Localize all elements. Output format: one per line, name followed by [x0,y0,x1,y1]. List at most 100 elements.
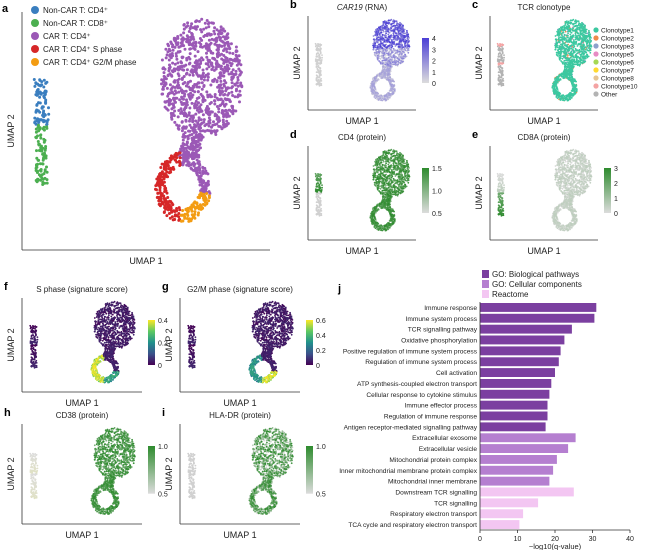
scatter-point [374,42,377,45]
scatter-point [378,33,381,36]
scatter-point [371,78,374,80]
scatter-point [44,145,48,148]
scatter-point [169,88,173,91]
scatter-point [497,83,500,86]
scatter-point [381,59,384,62]
colorbar-tick-label: 2 [432,59,436,66]
scatter-point [184,125,188,129]
scatter-point [213,26,217,30]
scatter-point [565,39,568,41]
scatter-point [200,17,204,21]
scatter-point [195,108,199,112]
scatter-point [496,45,499,48]
scatter-point [39,133,43,137]
scatter-point [589,40,592,43]
scatter-point [206,78,210,82]
scatter-point [581,56,584,59]
scatter-point [233,95,237,99]
scatter-point [394,45,397,47]
scatter-point [565,68,568,70]
scatter-point [387,28,390,30]
scatter-point [318,76,321,79]
scatter-point [395,26,397,29]
scatter-point [389,62,392,64]
scatter-point [40,118,44,122]
scatter-point [398,58,400,61]
scatter-point [501,63,503,65]
scatter-point [173,214,177,218]
scatter-point [396,38,399,41]
scatter-point [379,25,382,28]
scatter-point [235,58,239,61]
scatter-point [186,137,190,141]
scatter-point [219,97,223,101]
scatter-point [404,45,407,48]
scatter-point [156,191,160,195]
scatter-point [188,119,191,123]
scatter-point [164,100,168,104]
scatter-point [45,181,49,185]
scatter-point [560,44,562,46]
scatter-point [379,37,382,40]
scatter-point [561,45,564,48]
scatter-point [178,98,182,102]
scatter-point [225,50,229,54]
scatter-point [198,142,202,146]
scatter-point [192,201,196,205]
scatter-point [183,47,187,51]
scatter-point [390,30,393,32]
scatter-point [172,99,176,102]
scatter-point [39,149,43,153]
scatter-point [180,41,184,45]
scatter-point [170,215,174,219]
scatter-point [382,20,385,23]
scatter-point [196,122,200,126]
scatter-point [315,56,318,58]
scatter-point [182,90,186,93]
scatter-point [163,204,167,208]
scatter-point [393,89,396,92]
scatter-point [566,25,569,28]
scatter-point [376,91,379,94]
scatter-point [230,81,234,85]
scatter-point [392,32,395,35]
scatter-point [391,57,393,59]
scatter-point [397,46,400,48]
scatter-point [567,94,570,96]
scatter-point [200,81,204,85]
scatter-point [565,59,568,62]
scatter-point [171,43,175,47]
legend-marker [593,67,599,73]
scatter-point [229,58,233,61]
scatter-point [577,20,580,23]
scatter-point [579,32,582,35]
scatter-point [166,42,170,46]
scatter-point [319,45,321,48]
scatter-point [159,166,163,169]
scatter-point [204,189,207,193]
scatter-point [199,62,203,65]
scatter-point [210,61,214,65]
scatter-point [563,59,566,62]
scatter-point [388,60,391,63]
scatter-point [45,165,48,169]
scatter-point [194,139,198,143]
scatter-point [566,48,569,51]
scatter-point [193,207,197,210]
scatter-point [233,57,237,61]
scatter-point [167,58,171,62]
scatter-point [224,102,228,106]
scatter-point [201,169,205,173]
scatter-point [406,31,409,34]
scatter-point [578,49,581,52]
scatter-point [564,37,567,40]
scatter-point [200,77,203,81]
scatter-point [378,44,380,46]
scatter-point [201,179,205,183]
scatter-point [170,201,174,205]
scatter-point [231,112,235,116]
scatter-point [191,64,195,68]
scatter-point [38,110,42,114]
scatter-point [34,109,38,113]
scatter-point [315,53,318,56]
